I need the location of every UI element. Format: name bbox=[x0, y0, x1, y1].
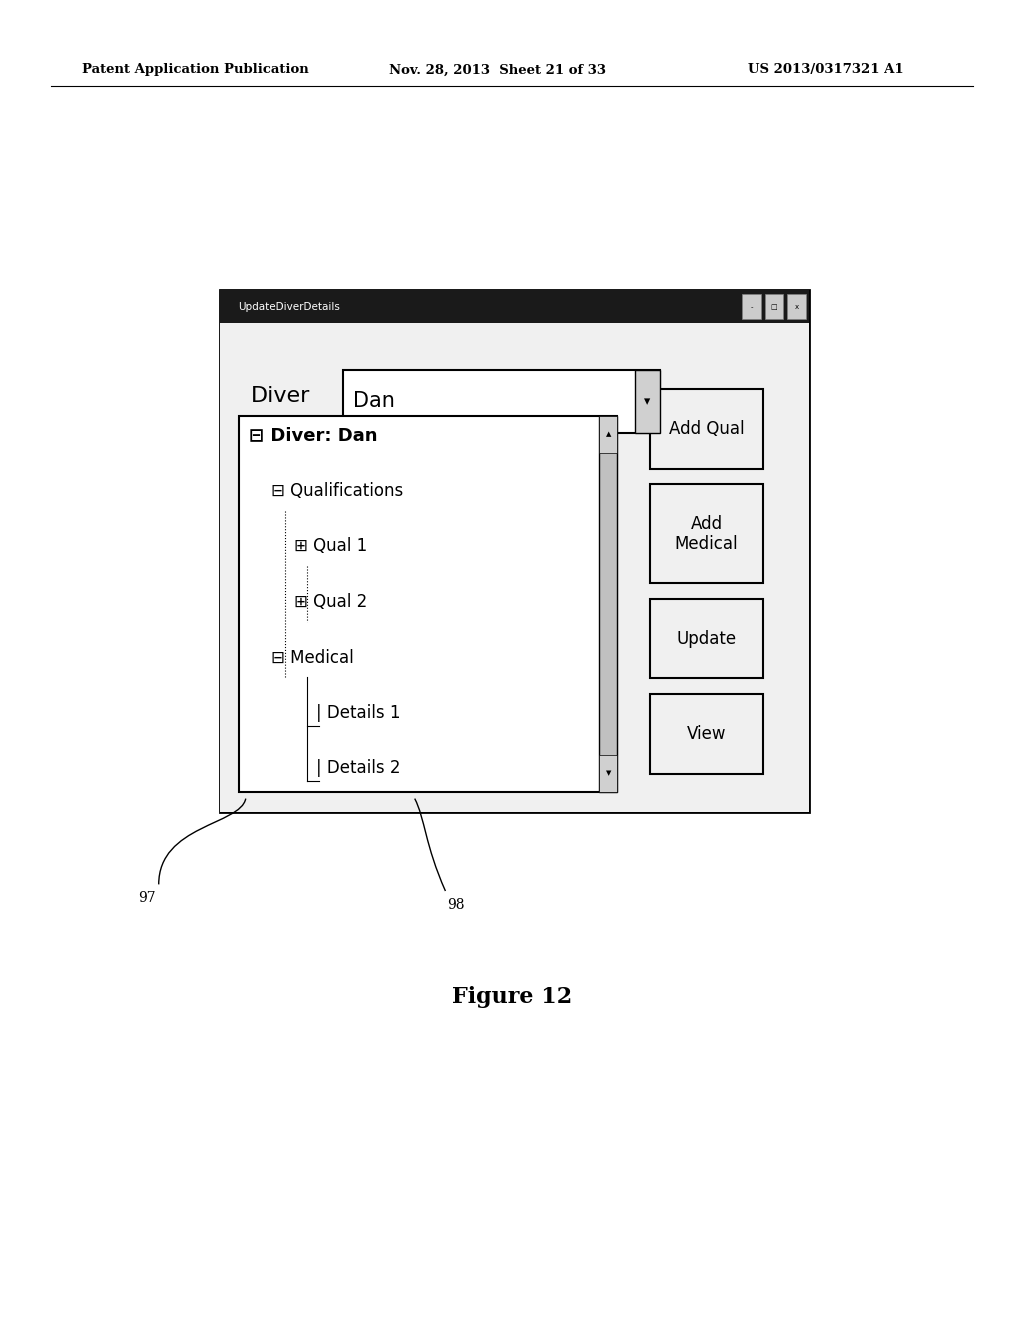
Text: ⊟ Qualifications: ⊟ Qualifications bbox=[271, 482, 403, 500]
Bar bbox=[635, 370, 660, 433]
Text: | Details 2: | Details 2 bbox=[316, 759, 401, 777]
Text: x: x bbox=[795, 304, 799, 310]
Bar bbox=[765, 294, 783, 319]
Text: US 2013/0317321 A1: US 2013/0317321 A1 bbox=[748, 63, 903, 77]
Text: Update: Update bbox=[677, 630, 736, 648]
Bar bbox=[650, 389, 763, 469]
Text: ⊞ Qual 1: ⊞ Qual 1 bbox=[294, 537, 368, 556]
Text: ▼: ▼ bbox=[605, 771, 611, 776]
Bar bbox=[599, 416, 617, 453]
Bar bbox=[239, 416, 617, 792]
Text: Figure 12: Figure 12 bbox=[452, 986, 572, 1007]
Text: | Details 1: | Details 1 bbox=[316, 704, 401, 722]
Text: 97: 97 bbox=[138, 891, 156, 906]
Bar bbox=[650, 599, 763, 678]
Bar bbox=[599, 755, 617, 792]
Bar bbox=[220, 290, 809, 812]
Text: UpdateDiverDetails: UpdateDiverDetails bbox=[239, 302, 340, 312]
Text: View: View bbox=[687, 725, 726, 743]
Bar bbox=[650, 694, 763, 774]
Bar bbox=[650, 484, 763, 583]
Text: □: □ bbox=[771, 304, 777, 310]
Text: ▲: ▲ bbox=[605, 432, 611, 437]
Text: ⊟ Medical: ⊟ Medical bbox=[271, 648, 354, 667]
Text: 98: 98 bbox=[447, 898, 465, 912]
Text: Nov. 28, 2013  Sheet 21 of 33: Nov. 28, 2013 Sheet 21 of 33 bbox=[389, 63, 606, 77]
Text: ⊞ Qual 2: ⊞ Qual 2 bbox=[294, 593, 368, 611]
Bar bbox=[220, 290, 809, 323]
Bar bbox=[742, 294, 761, 319]
Text: -: - bbox=[751, 304, 753, 310]
Bar bbox=[787, 294, 806, 319]
Bar bbox=[599, 416, 617, 792]
Text: Dan: Dan bbox=[353, 391, 395, 412]
Text: ⊟ Diver: Dan: ⊟ Diver: Dan bbox=[249, 426, 377, 445]
Text: Patent Application Publication: Patent Application Publication bbox=[82, 63, 308, 77]
Text: Add
Medical: Add Medical bbox=[675, 515, 738, 553]
Text: ▾: ▾ bbox=[644, 395, 650, 408]
Text: Diver: Diver bbox=[251, 385, 310, 407]
Bar bbox=[343, 370, 660, 433]
Text: Add Qual: Add Qual bbox=[669, 420, 744, 438]
Bar bbox=[220, 323, 809, 812]
